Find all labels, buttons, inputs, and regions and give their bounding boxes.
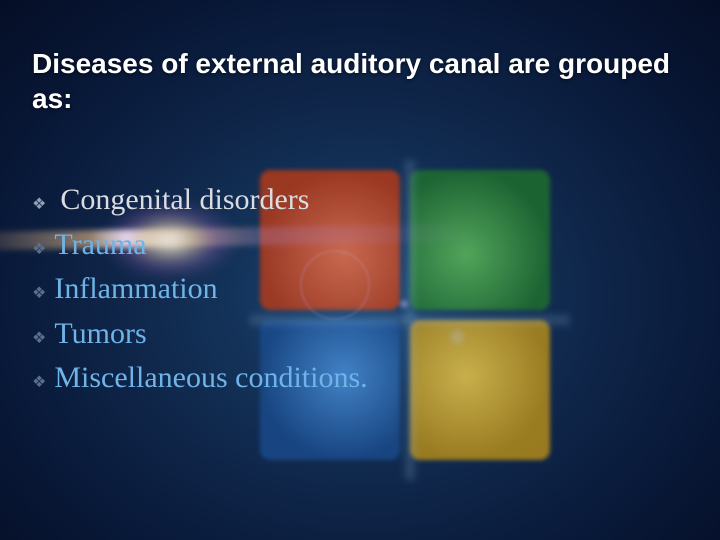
list-item-label: Tumors — [54, 314, 146, 355]
list-item: ❖ Tumors — [32, 314, 680, 355]
diamond-bullet-icon: ❖ — [32, 370, 46, 396]
list-item-label: Trauma — [54, 225, 146, 266]
diamond-bullet-icon: ❖ — [32, 237, 46, 263]
slide: Diseases of external auditory canal are … — [0, 0, 720, 540]
diamond-bullet-icon: ❖ — [32, 326, 46, 352]
diamond-bullet-icon: ❖ — [32, 192, 46, 218]
list-item-label: Inflammation — [54, 269, 217, 310]
list-item: ❖ Congenital disorders — [32, 180, 680, 221]
list-item: ❖ Miscellaneous conditions. — [32, 358, 680, 399]
list-item: ❖ Inflammation — [32, 269, 680, 310]
slide-title: Diseases of external auditory canal are … — [32, 46, 700, 116]
list-item-label: Congenital disorders — [60, 180, 309, 221]
bullet-list: ❖ Congenital disorders ❖ Trauma ❖ Inflam… — [32, 180, 680, 403]
list-item-label: Miscellaneous conditions. — [54, 358, 367, 399]
diamond-bullet-icon: ❖ — [32, 281, 46, 307]
list-item: ❖ Trauma — [32, 225, 680, 266]
